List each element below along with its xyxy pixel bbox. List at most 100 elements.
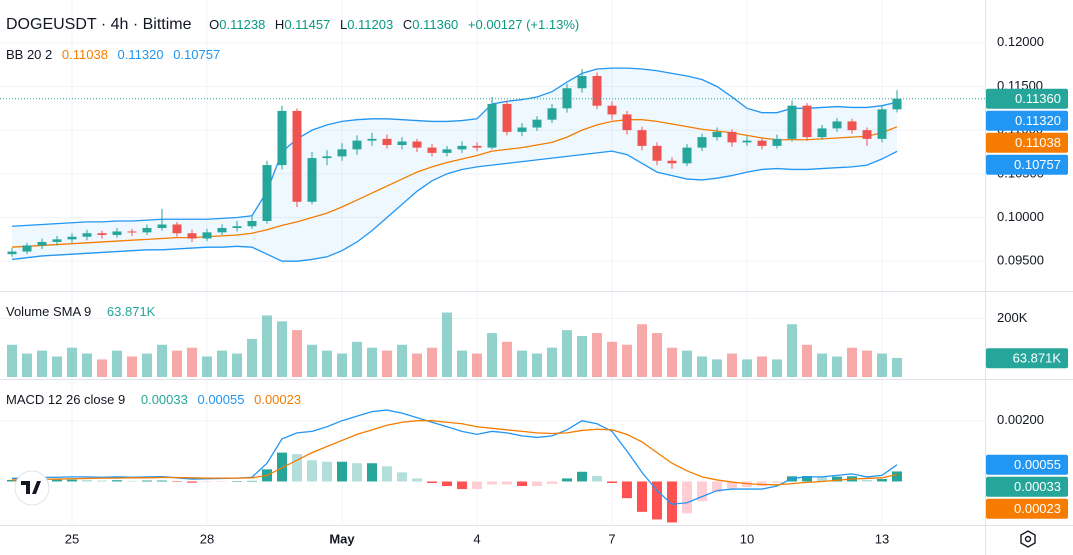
candle-body: [112, 231, 122, 235]
candle-body: [817, 128, 827, 138]
y-tick-label: 0.12000: [997, 34, 1044, 49]
candle-body: [532, 119, 542, 128]
macd-histogram-bar: [457, 481, 467, 490]
macd-histogram-bar: [232, 481, 242, 482]
volume-bar: [877, 353, 887, 377]
volume-bar: [892, 357, 902, 377]
candle-body: [157, 224, 167, 228]
candle-body: [892, 98, 902, 110]
macd-histogram-bar: [547, 481, 557, 484]
volume-bar: [502, 341, 512, 377]
macd-histogram-bar: [877, 479, 887, 482]
candle-body: [502, 103, 512, 132]
volume-bar: [292, 330, 302, 377]
candle-body: [382, 138, 392, 145]
volume-bar: [607, 341, 617, 377]
price-badge: [986, 348, 1068, 369]
volume-bar: [367, 347, 377, 377]
price-badge: [986, 454, 1068, 475]
logo-badge: [14, 470, 50, 506]
macd-histogram-bar: [517, 481, 527, 487]
signal-line: [11, 420, 898, 486]
bb-lower-value: 0.10757: [173, 47, 221, 62]
quote-value: 0.11203: [347, 17, 394, 32]
macd-histogram-bar: [772, 481, 782, 483]
volume-bar: [202, 356, 212, 377]
bb-band-fill: [12, 68, 897, 262]
price-badge: [986, 154, 1068, 175]
macd-histogram-bar: [637, 481, 647, 512]
volume-bar: [412, 353, 422, 377]
macd-histogram-bar: [652, 481, 662, 520]
volume-name: Volume SMA 9: [6, 304, 92, 319]
quote-key: O: [209, 17, 220, 32]
volume-bar: [262, 315, 272, 377]
quote-value: 0.11238: [219, 17, 266, 32]
candle-body: [832, 121, 842, 129]
macd-histogram-bar: [577, 471, 587, 482]
candle-body: [82, 233, 92, 237]
candle-body: [592, 75, 602, 106]
volume-bar: [82, 353, 92, 377]
macd-value: 0.00055: [197, 392, 245, 407]
volume-bar: [352, 341, 362, 377]
candle-body: [352, 140, 362, 150]
bb-basis-line: [11, 119, 898, 248]
price-badge-label: 0.11360: [1015, 91, 1061, 106]
y-tick-label: 200K: [997, 310, 1028, 325]
candle-body: [652, 145, 662, 161]
price-badge: [986, 88, 1068, 109]
volume-bar: [187, 347, 197, 377]
candle-body: [622, 114, 632, 131]
symbol-title: DOGEUSDT · 4h · Bittime: [6, 16, 192, 33]
macd-histogram-bar: [277, 452, 287, 482]
bb-basis-value: 0.11038: [61, 47, 108, 62]
volume-bar: [157, 344, 167, 377]
volume-sma-value: 63.871K: [106, 304, 156, 319]
volume-bar: [652, 333, 662, 377]
volume-bar: [127, 356, 137, 377]
macd-histogram-bar: [592, 476, 602, 482]
macd-histogram-bar: [532, 481, 542, 487]
volume-bar: [802, 344, 812, 377]
volume-bar: [742, 359, 752, 377]
candle-body: [697, 137, 707, 148]
candle-body: [637, 130, 647, 146]
volume-bar: [22, 353, 32, 377]
volume-bar: [427, 347, 437, 377]
macd-histogram-bar: [172, 481, 182, 482]
volume-bar: [562, 330, 572, 377]
quote-key: H: [274, 17, 285, 32]
volume-bar: [457, 350, 467, 377]
volume-bar: [697, 356, 707, 377]
price-badge: [986, 110, 1068, 131]
volume-bar: [232, 353, 242, 377]
candle-body: [487, 103, 497, 148]
candle-body: [877, 109, 887, 139]
volume-bar: [787, 324, 797, 377]
candle-body: [292, 110, 302, 202]
candle-body: [22, 245, 32, 252]
candle-body: [742, 140, 752, 143]
macd-histogram-bar: [817, 476, 827, 482]
candle-body: [247, 220, 257, 227]
macd-histogram-bar: [802, 476, 812, 482]
volume-bar: [442, 312, 452, 377]
macd-histogram-bar: [487, 481, 497, 485]
candle-body: [142, 227, 152, 233]
candle-body: [547, 108, 557, 120]
macd-histogram-bar: [727, 481, 737, 489]
y-tick-label: 0.09500: [997, 253, 1044, 268]
volume-bar: [487, 333, 497, 377]
macd-histogram-bar: [757, 481, 767, 487]
bb-name: BB 20 2: [6, 47, 53, 62]
price-badge: [986, 476, 1068, 497]
candle-body: [232, 226, 242, 228]
volume-bar: [727, 353, 737, 377]
candle-body: [847, 121, 857, 131]
price-badge-label: 0.11038: [1015, 135, 1061, 150]
macd-histogram-bar: [472, 481, 482, 490]
price-badge-label: 0.11320: [1015, 113, 1061, 128]
macd-histogram-bar: [187, 481, 197, 483]
